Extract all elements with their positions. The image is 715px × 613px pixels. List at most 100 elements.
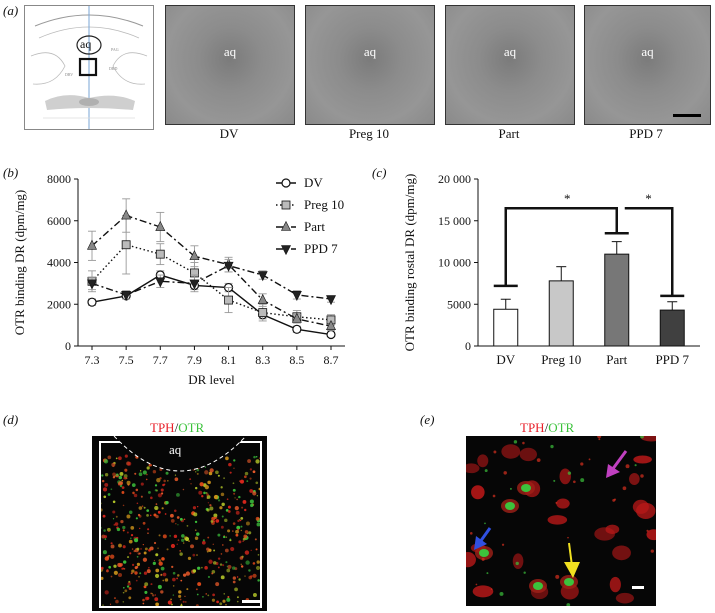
cell	[147, 490, 151, 494]
cell	[236, 600, 239, 603]
cell	[122, 545, 126, 549]
cell	[249, 468, 253, 471]
slash: /	[174, 420, 179, 435]
cell	[194, 529, 197, 531]
cell	[193, 512, 198, 517]
cell	[161, 557, 165, 561]
cell	[182, 600, 185, 603]
otr-stain-label: OTR	[178, 420, 205, 435]
cell	[110, 575, 113, 578]
data-point	[326, 295, 336, 306]
cell	[194, 486, 198, 490]
cell	[226, 568, 231, 573]
y-tick-label: 10 000	[438, 256, 471, 270]
cell	[220, 492, 225, 497]
puncta	[522, 441, 525, 445]
cell	[213, 494, 219, 500]
panel-c-label: (c)	[372, 165, 387, 180]
cell	[217, 557, 221, 560]
cell	[180, 603, 183, 605]
cell	[206, 550, 209, 553]
otr-cell	[533, 582, 543, 590]
cell	[142, 521, 146, 525]
cell	[112, 472, 116, 477]
cell	[243, 475, 247, 479]
cell	[190, 544, 195, 549]
cell	[107, 455, 112, 460]
cell	[234, 587, 238, 592]
cell	[224, 518, 228, 523]
cell	[117, 572, 123, 578]
cell	[236, 525, 241, 530]
cell	[146, 569, 151, 574]
cell	[201, 495, 204, 498]
cell	[118, 475, 123, 480]
svg-text:DRD: DRD	[109, 66, 118, 71]
cell	[112, 518, 115, 520]
cell	[146, 473, 148, 476]
cell	[130, 526, 135, 530]
cell	[110, 542, 113, 545]
puncta	[492, 494, 496, 498]
cell	[131, 569, 135, 573]
cell	[239, 556, 244, 560]
cell	[227, 564, 232, 569]
puncta	[490, 588, 493, 590]
cell	[253, 455, 256, 459]
puncta	[613, 498, 617, 501]
cell	[188, 540, 190, 542]
cell	[132, 491, 135, 495]
cell	[165, 501, 169, 505]
cell	[501, 444, 521, 459]
cell	[195, 588, 198, 591]
cell	[248, 569, 251, 572]
cell	[160, 574, 163, 577]
cell	[250, 503, 254, 508]
cell	[143, 551, 147, 555]
cell	[162, 534, 167, 539]
cell	[130, 534, 134, 537]
data-point	[281, 178, 291, 188]
cell	[239, 519, 242, 522]
cell	[179, 550, 182, 552]
cell	[140, 548, 142, 550]
cell	[255, 516, 260, 521]
cell	[138, 506, 143, 510]
cell	[182, 573, 187, 577]
cell	[128, 510, 133, 515]
magenta-arrow	[606, 450, 628, 478]
cell	[102, 487, 108, 492]
cell	[149, 514, 152, 517]
puncta	[566, 603, 571, 606]
puncta	[598, 438, 601, 441]
cell	[205, 593, 207, 595]
cell	[115, 473, 119, 477]
cell	[122, 529, 125, 532]
cell	[142, 557, 148, 562]
data-point	[121, 291, 132, 302]
significance-star: *	[645, 191, 652, 206]
cell	[164, 513, 167, 515]
data-point	[326, 329, 336, 340]
otr-cell	[505, 502, 515, 510]
cell	[640, 436, 656, 442]
legend-label: DV	[304, 175, 323, 190]
puncta	[580, 462, 584, 466]
cell	[222, 564, 225, 567]
cell	[104, 482, 109, 487]
cell	[154, 505, 159, 511]
cell	[211, 598, 216, 602]
cell	[615, 592, 634, 604]
puncta	[622, 486, 627, 491]
significance-star: *	[564, 191, 571, 206]
cell	[194, 536, 199, 540]
x-tick-label: 7.3	[85, 353, 100, 367]
cell	[143, 571, 148, 575]
cell	[111, 462, 116, 467]
cell	[157, 547, 159, 549]
fluorescence-image-dr: aq	[92, 436, 267, 611]
cell	[235, 533, 239, 537]
cell	[240, 516, 244, 520]
bracket-line	[624, 206, 674, 296]
data-point	[281, 220, 291, 231]
